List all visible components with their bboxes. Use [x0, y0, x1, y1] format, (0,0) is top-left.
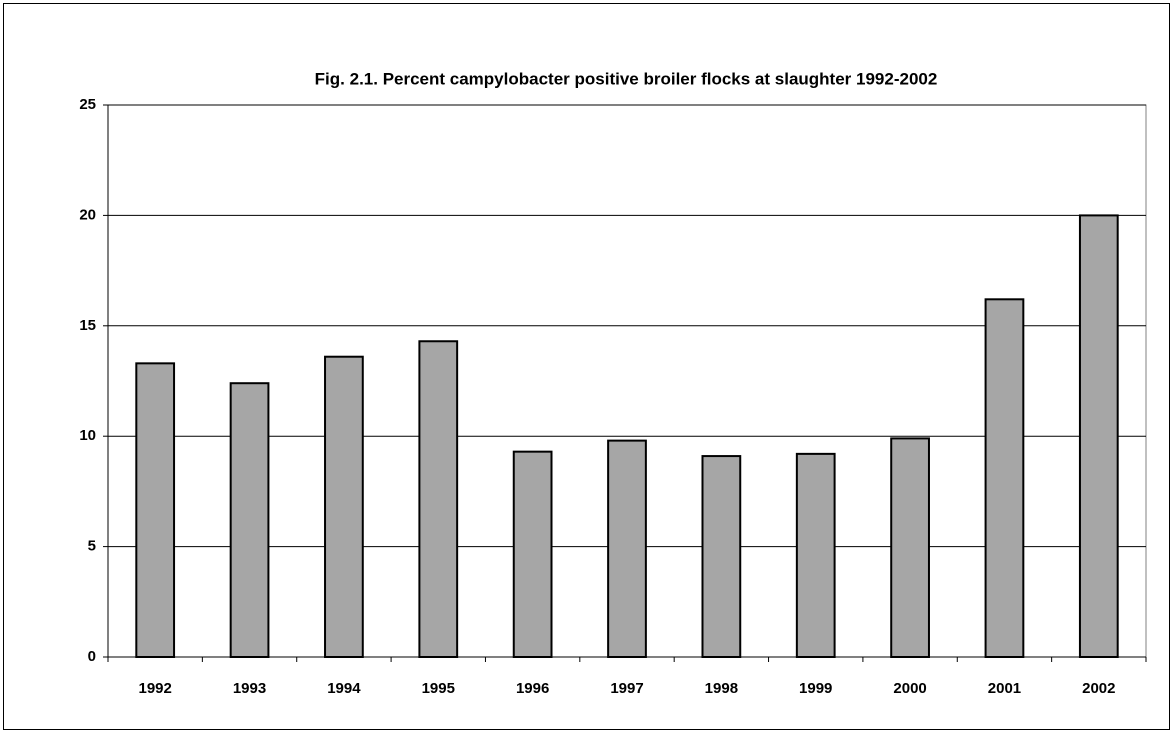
bar — [229, 382, 270, 658]
y-tick-label: 20 — [79, 206, 96, 223]
x-tick-label: 1993 — [233, 680, 266, 697]
bar — [795, 452, 836, 659]
x-tick-label: 1996 — [516, 680, 549, 697]
x-tick-label: 1992 — [138, 680, 171, 697]
x-tick-label: 1999 — [799, 680, 832, 697]
y-tick-label: 5 — [88, 538, 96, 555]
x-tick-label: 1998 — [705, 680, 738, 697]
x-tick-label: 1995 — [422, 680, 455, 697]
bar — [607, 439, 647, 658]
y-tick-label: 0 — [88, 648, 96, 665]
x-tick-label: 2000 — [893, 680, 926, 697]
bar — [890, 437, 930, 658]
y-tick-label: 15 — [79, 317, 96, 334]
y-tick-label: 10 — [79, 427, 96, 444]
bar — [984, 298, 1025, 658]
bar — [324, 355, 364, 658]
bar — [512, 450, 553, 658]
y-tick-label: 25 — [79, 96, 96, 113]
x-tick-label: 2001 — [988, 680, 1021, 697]
chart-title: Fig. 2.1. Percent campylobacter positive… — [315, 69, 938, 88]
bar — [1078, 214, 1119, 658]
x-tick-label: 1994 — [327, 680, 361, 697]
x-tick-label: 2002 — [1082, 680, 1115, 697]
bar — [701, 455, 742, 658]
bar — [135, 362, 176, 658]
x-tick-label: 1997 — [610, 680, 643, 697]
bar — [418, 340, 459, 658]
